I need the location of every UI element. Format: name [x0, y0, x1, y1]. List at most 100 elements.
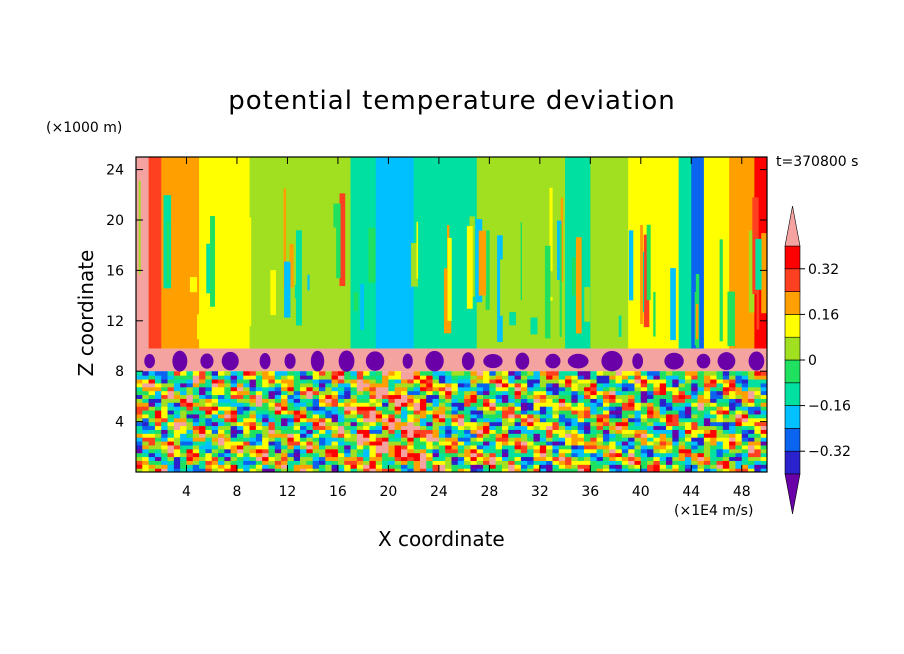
heatmap-cell-lower: [432, 437, 440, 442]
heatmap-cell-lower: [470, 375, 478, 380]
heatmap-cell-lower: [558, 437, 566, 442]
heatmap-cell-lower: [609, 421, 617, 427]
heatmap-cell-lower: [262, 460, 270, 465]
heatmap-cell-lower: [363, 456, 371, 461]
heatmap-cell-lower: [602, 460, 610, 465]
heatmap-cell-lower: [186, 398, 194, 403]
heatmap-cell-lower: [602, 413, 610, 419]
heatmap-cell-lower: [287, 425, 295, 430]
heatmap-cell-lower: [180, 444, 188, 450]
heatmap-cell-lower: [527, 429, 535, 434]
heatmap-cell-lower: [255, 386, 263, 392]
heatmap-cell-lower: [148, 390, 156, 396]
heatmap-cell-lower: [218, 448, 225, 454]
heatmap-cell-lower: [426, 378, 434, 384]
heatmap-thermal: [461, 352, 475, 371]
heatmap-cell-lower: [161, 378, 169, 384]
heatmap-cell-lower: [621, 394, 629, 399]
heatmap-cell-lower: [760, 398, 767, 403]
heatmap-cell-lower: [659, 390, 667, 396]
heatmap-cell-lower: [287, 440, 295, 446]
heatmap-cell-lower: [659, 406, 667, 411]
heatmap-cell-lower: [407, 378, 415, 384]
heatmap-cell-lower: [419, 433, 427, 438]
heatmap-cell-lower: [527, 448, 535, 454]
heatmap-cell-lower: [211, 460, 219, 465]
heatmap-cell-lower: [647, 429, 655, 434]
heatmap-cell-lower: [318, 406, 326, 411]
heatmap-cell-lower: [375, 460, 383, 465]
heatmap-cell-lower: [470, 433, 478, 438]
heatmap-cell-lower: [419, 394, 427, 399]
heatmap-cell-lower: [501, 394, 509, 399]
heatmap-cell-lower: [596, 456, 604, 461]
heatmap-cell-lower: [192, 406, 200, 411]
heatmap-cell-lower: [722, 425, 730, 430]
heatmap-cell-lower: [274, 386, 282, 392]
heatmap-cell-lower: [748, 409, 755, 415]
heatmap-cell-lower: [394, 375, 402, 380]
heatmap-cell-lower: [445, 456, 453, 461]
heatmap-cell-lower: [672, 409, 680, 415]
heatmap-cell-lower: [659, 468, 667, 472]
heatmap-cell-lower: [167, 425, 175, 430]
heatmap-cell-lower: [741, 429, 749, 434]
heatmap-cell-lower: [375, 456, 383, 461]
heatmap-cell-lower: [552, 378, 560, 384]
heatmap-cell-lower: [640, 398, 648, 403]
heatmap-cell-lower: [577, 409, 585, 415]
heatmap-cell-lower: [445, 402, 453, 407]
heatmap-cell-lower: [375, 382, 383, 388]
heatmap-cell-upper: [375, 157, 415, 349]
heatmap-cell-lower: [520, 452, 528, 458]
heatmap-cell-lower: [647, 460, 655, 465]
heatmap-cell-lower: [136, 452, 143, 458]
heatmap-cell-lower: [558, 429, 566, 434]
heatmap-cell-lower: [180, 394, 188, 399]
heatmap-cell-lower: [735, 375, 743, 380]
heatmap-cell-lower: [571, 409, 579, 415]
heatmap-cell-lower: [520, 378, 528, 384]
heatmap-cell-lower: [255, 448, 263, 454]
heatmap-cell-lower: [337, 386, 345, 392]
heatmap-cell-lower: [312, 464, 320, 469]
heatmap-cell-lower: [236, 421, 244, 427]
heatmap-cell-lower: [735, 444, 743, 450]
heatmap-cell-lower: [628, 433, 636, 438]
heatmap-cell-lower: [741, 413, 749, 419]
heatmap-cell-lower: [394, 444, 402, 450]
heatmap-cell-lower: [136, 398, 143, 403]
heatmap-cell-lower: [571, 460, 579, 465]
heatmap-cell-lower: [678, 464, 686, 469]
heatmap-cell-lower: [426, 440, 434, 446]
heatmap-cell-lower: [318, 402, 326, 407]
heatmap-cell-lower: [262, 390, 270, 396]
heatmap-cell-lower: [621, 440, 629, 446]
heatmap-cell-lower: [596, 421, 604, 427]
heatmap-cell-lower: [161, 444, 169, 450]
heatmap-cell-lower: [236, 464, 244, 469]
heatmap-cell-lower: [552, 398, 560, 403]
heatmap-cell-lower: [457, 440, 465, 446]
heatmap-cell-lower: [520, 460, 528, 465]
heatmap-cell-lower: [236, 460, 244, 465]
heatmap-cell-lower: [142, 456, 150, 461]
heatmap-cell-lower: [584, 448, 591, 454]
heatmap-cell-lower: [426, 433, 434, 438]
heatmap-cell-lower: [255, 464, 263, 469]
heatmap-cell-lower: [495, 468, 503, 472]
heatmap-cell-lower: [236, 398, 244, 403]
heatmap-cell-lower: [205, 417, 213, 423]
heatmap-cell-lower: [318, 433, 326, 438]
heatmap-cell-lower: [136, 386, 143, 392]
heatmap-cell-lower: [533, 417, 541, 423]
heatmap-cell-lower: [167, 386, 175, 392]
heatmap-cell-lower: [218, 398, 225, 403]
heatmap-cell-lower: [173, 390, 181, 396]
colorbar-segment: [784, 291, 801, 315]
heatmap-cell-lower: [230, 425, 238, 430]
heatmap-cell-lower: [489, 437, 497, 442]
heatmap-cell-lower: [760, 448, 767, 454]
heatmap-cell-lower: [350, 421, 358, 427]
heatmap-cell-lower: [432, 425, 440, 430]
